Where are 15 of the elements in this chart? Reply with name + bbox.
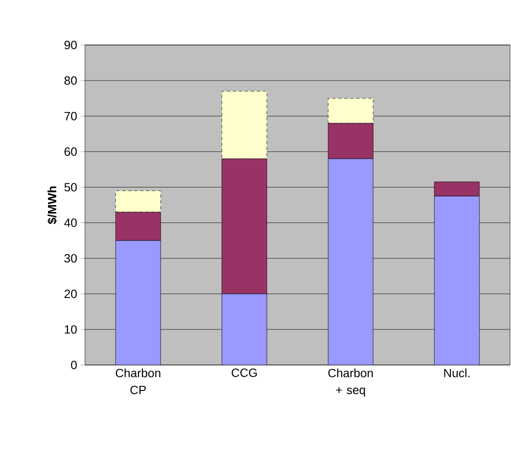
y-tick-label: 10 — [64, 325, 77, 334]
y-tick-label: 30 — [64, 254, 77, 263]
y-tick-label: 90 — [64, 40, 77, 50]
x-tick-label: Charbon + seq — [328, 368, 373, 397]
y-tick-label: 70 — [64, 112, 77, 120]
x-tick-label: Charbon CP — [116, 368, 160, 394]
y-axis-title: $/MWh — [47, 186, 58, 224]
y-tick-label: 20 — [64, 290, 77, 298]
y-tick-label: 60 — [64, 147, 77, 156]
y-tick-label: 50 — [64, 182, 77, 192]
y-tick-label: 80 — [64, 76, 77, 85]
x-tick-label: CCG — [232, 368, 257, 377]
x-tick-label: Nucl. — [444, 368, 470, 378]
y-tick-label: 0 — [71, 360, 77, 370]
y-tick-label: 40 — [64, 218, 77, 227]
